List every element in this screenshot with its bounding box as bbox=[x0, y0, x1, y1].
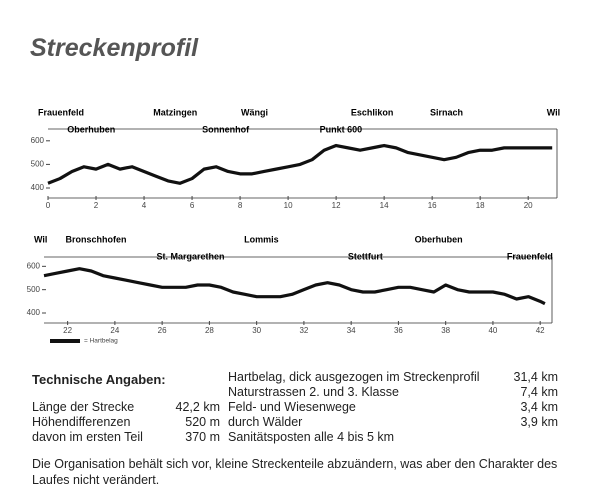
place-label: Wil bbox=[547, 107, 560, 117]
place-label: Wil bbox=[34, 234, 47, 244]
x-tick-label: 26 bbox=[158, 326, 167, 335]
place-label: Stettfurt bbox=[348, 251, 383, 261]
y-tick-label: 600 bbox=[27, 261, 41, 270]
x-tick-label: 2 bbox=[94, 201, 99, 210]
x-tick-label: 18 bbox=[476, 201, 485, 210]
tech-label: durch Wälder bbox=[228, 415, 303, 429]
y-tick-label: 400 bbox=[31, 183, 45, 192]
x-tick-label: 32 bbox=[299, 326, 308, 335]
x-tick-label: 4 bbox=[142, 201, 147, 210]
y-tick-label: 600 bbox=[31, 136, 45, 145]
x-tick-label: 8 bbox=[238, 201, 243, 210]
legend-label: = Hartbelag bbox=[84, 338, 118, 345]
place-label: St. Margarethen bbox=[156, 251, 224, 261]
place-label: Matzingen bbox=[153, 107, 197, 117]
x-tick-label: 22 bbox=[63, 326, 72, 335]
x-tick-label: 14 bbox=[380, 201, 389, 210]
place-label: Wängi bbox=[241, 107, 268, 117]
tech-value: 31,4 km bbox=[513, 370, 558, 384]
tech-label: Höhendifferenzen bbox=[32, 415, 131, 429]
place-label: Frauenfeld bbox=[38, 107, 84, 117]
tech-label: Hartbelag, dick ausgezogen im Streckenpr… bbox=[228, 370, 480, 384]
y-tick-label: 400 bbox=[27, 308, 41, 317]
tech-value: 42,2 km bbox=[175, 400, 220, 414]
tech-value: 7,4 km bbox=[520, 385, 558, 399]
y-tick-label: 500 bbox=[27, 285, 41, 294]
place-label: Frauenfeld bbox=[507, 251, 553, 261]
x-tick-label: 10 bbox=[284, 201, 293, 210]
place-label: Oberhuben bbox=[415, 234, 463, 244]
place-label: Bronschhofen bbox=[65, 234, 126, 244]
note: Die Organisation behält sich vor, kleine… bbox=[32, 457, 558, 487]
tech-value: 3,4 km bbox=[520, 400, 558, 414]
tech-label: Sanitätsposten alle 4 bis 5 km bbox=[228, 430, 395, 444]
x-tick-label: 36 bbox=[394, 326, 403, 335]
tech-label: Feld- und Wiesenwege bbox=[228, 400, 356, 414]
place-label: Oberhuben bbox=[67, 124, 115, 134]
x-tick-label: 38 bbox=[441, 326, 450, 335]
elevation-line bbox=[43, 267, 546, 306]
x-tick-label: 6 bbox=[190, 201, 195, 210]
x-tick-label: 0 bbox=[46, 201, 51, 210]
x-tick-label: 12 bbox=[332, 201, 341, 210]
x-tick-label: 24 bbox=[110, 326, 119, 335]
x-tick-label: 20 bbox=[524, 201, 533, 210]
elevation-line bbox=[47, 143, 553, 185]
tech-heading: Technische Angaben: bbox=[32, 372, 166, 387]
x-tick-label: 28 bbox=[205, 326, 214, 335]
tech-label: Naturstrassen 2. und 3. Klasse bbox=[228, 385, 399, 399]
tech-label: davon im ersten Teil bbox=[32, 430, 143, 444]
tech-value: 520 m bbox=[185, 415, 220, 429]
page-title: Streckenprofil bbox=[30, 34, 199, 62]
x-tick-label: 30 bbox=[252, 326, 261, 335]
tech-value: 3,9 km bbox=[520, 415, 558, 429]
tech-label: Länge der Strecke bbox=[32, 400, 135, 414]
x-tick-label: 40 bbox=[488, 326, 497, 335]
tech-value: 370 m bbox=[185, 430, 220, 444]
y-tick-label: 500 bbox=[31, 160, 45, 169]
x-tick-label: 34 bbox=[347, 326, 356, 335]
place-label: Eschlikon bbox=[351, 107, 394, 117]
place-label: Lommis bbox=[244, 234, 279, 244]
place-label: Punkt 600 bbox=[320, 124, 363, 134]
place-label: Sirnach bbox=[430, 107, 463, 117]
place-label: Sonnenhof bbox=[202, 124, 250, 134]
x-tick-label: 16 bbox=[428, 201, 437, 210]
x-tick-label: 42 bbox=[536, 326, 545, 335]
